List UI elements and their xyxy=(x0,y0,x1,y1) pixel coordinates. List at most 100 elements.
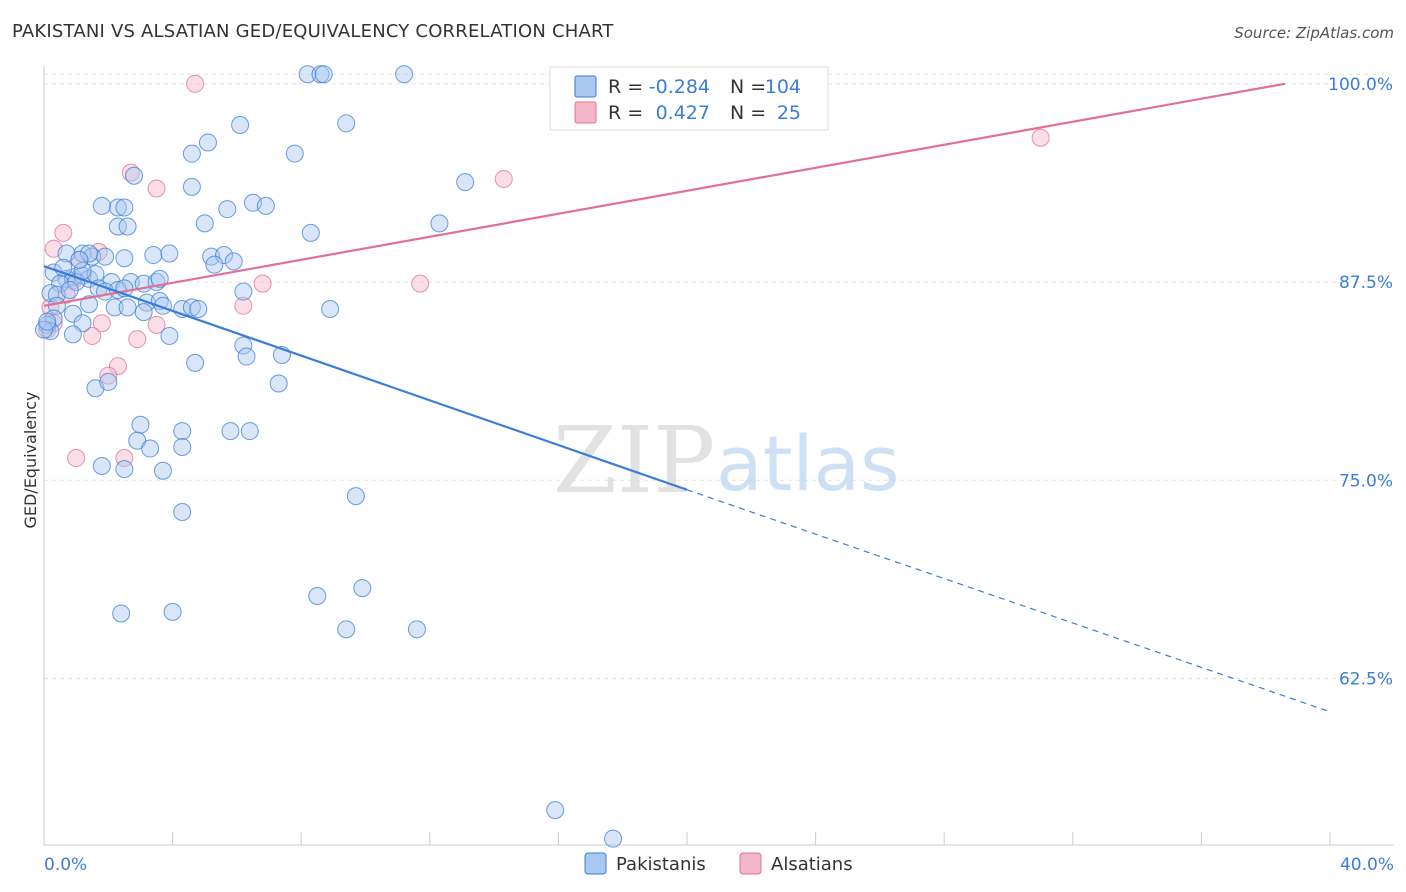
data-point xyxy=(221,422,240,441)
legend-r-value-pakistanis: -0.284 xyxy=(649,76,710,98)
data-point xyxy=(337,114,356,133)
data-point xyxy=(67,449,86,468)
data-point xyxy=(153,461,172,480)
data-point xyxy=(1031,128,1050,147)
data-point xyxy=(240,422,259,441)
data-point xyxy=(60,280,79,299)
data-point xyxy=(115,460,134,479)
source-note: Source: ZipAtlas.com xyxy=(1234,24,1394,42)
data-point xyxy=(173,502,192,521)
data-point xyxy=(63,325,82,344)
data-point xyxy=(301,223,320,242)
data-point xyxy=(121,163,140,182)
bottom-legend: Pakistanis Alsatians xyxy=(584,852,853,875)
axes xyxy=(43,66,1394,846)
x-tick-label-min: 0.0% xyxy=(44,855,87,875)
data-point xyxy=(173,437,192,456)
data-point xyxy=(314,65,333,84)
data-point xyxy=(160,244,179,263)
legend-n-label-alsatians: N = xyxy=(730,102,766,124)
data-point xyxy=(163,602,182,621)
data-point xyxy=(54,223,73,242)
data-point xyxy=(92,456,111,475)
data-point xyxy=(253,274,272,293)
data-point xyxy=(144,246,163,265)
data-point xyxy=(128,330,147,349)
data-point xyxy=(70,250,89,269)
data-point xyxy=(99,366,118,385)
data-point xyxy=(118,298,137,317)
legend-r-label-alsatians: R = xyxy=(608,102,643,124)
trend-line-pakistanis xyxy=(43,265,688,491)
y-tick-label: 100.0% xyxy=(1328,75,1393,95)
data-point xyxy=(80,244,99,263)
legend-n-value-alsatians: 25 xyxy=(777,102,801,124)
data-point xyxy=(108,357,127,376)
data-point xyxy=(186,74,205,93)
data-point xyxy=(198,133,217,152)
data-point xyxy=(182,144,201,163)
data-point xyxy=(182,177,201,196)
data-point xyxy=(337,620,356,639)
x-tick-label-max: 40.0% xyxy=(1340,855,1394,875)
bottom-legend-label-alsatians: Alsatians xyxy=(771,854,853,875)
data-point xyxy=(604,829,623,848)
y-tick-label: 62.5% xyxy=(1339,669,1393,689)
bottom-legend-swatch-alsatians xyxy=(739,852,762,875)
data-point xyxy=(353,579,372,598)
data-point xyxy=(224,252,243,271)
data-point xyxy=(108,217,127,236)
data-point xyxy=(195,214,214,233)
data-point xyxy=(99,372,118,391)
bottom-legend-label-pakistanis: Pakistanis xyxy=(616,854,706,875)
data-point xyxy=(298,65,317,84)
legend-r-label-pakistanis: R = xyxy=(608,76,643,98)
data-point xyxy=(308,587,327,606)
watermark-zip: ZIP xyxy=(553,407,715,514)
legend-n-value-pakistanis: 104 xyxy=(765,76,801,98)
data-point xyxy=(256,196,275,215)
y-tick-label: 75.0% xyxy=(1339,471,1393,491)
legend-swatch-alsatians xyxy=(574,101,597,124)
chart-title: PAKISTANI VS ALSATIAN GED/EQUIVALENCY CO… xyxy=(12,21,614,42)
data-point xyxy=(285,144,304,163)
y-tick-label: 87.5% xyxy=(1339,273,1393,293)
data-point xyxy=(118,217,137,236)
data-point xyxy=(92,314,111,333)
data-point xyxy=(546,801,565,820)
data-point xyxy=(186,353,205,372)
trend-line-pakistanis-extension xyxy=(686,489,1331,713)
data-point xyxy=(234,296,253,315)
data-point xyxy=(38,312,57,331)
trend-lines xyxy=(43,82,1331,713)
grid-lines xyxy=(44,73,1394,679)
data-point xyxy=(456,173,475,192)
data-point xyxy=(160,326,179,345)
data-point xyxy=(407,620,426,639)
data-point xyxy=(395,65,414,84)
data-point xyxy=(125,166,144,185)
data-point xyxy=(189,299,208,318)
data-point xyxy=(112,604,131,623)
legend-n-label-pakistanis: N = xyxy=(730,76,766,98)
data-point xyxy=(96,247,115,266)
data-point xyxy=(215,246,234,265)
legend-swatch-pakistanis xyxy=(574,75,597,98)
data-point xyxy=(147,179,166,198)
data-point xyxy=(182,298,201,317)
data-point xyxy=(231,116,250,135)
y-axis-label: GED/Equivalency xyxy=(21,391,40,528)
data-point xyxy=(108,198,127,217)
data-point xyxy=(134,303,153,322)
pakistanis-points xyxy=(35,65,623,848)
y-tick-labels: 100.0% 87.5% 75.0% 62.5% xyxy=(1328,75,1393,690)
data-point xyxy=(173,422,192,441)
watermark-atlas: atlas xyxy=(716,419,900,508)
data-point xyxy=(141,439,160,458)
data-point xyxy=(430,214,449,233)
data-point xyxy=(346,487,365,506)
data-point xyxy=(147,315,166,334)
bottom-legend-swatch-pakistanis xyxy=(584,852,607,875)
data-point xyxy=(128,431,147,450)
